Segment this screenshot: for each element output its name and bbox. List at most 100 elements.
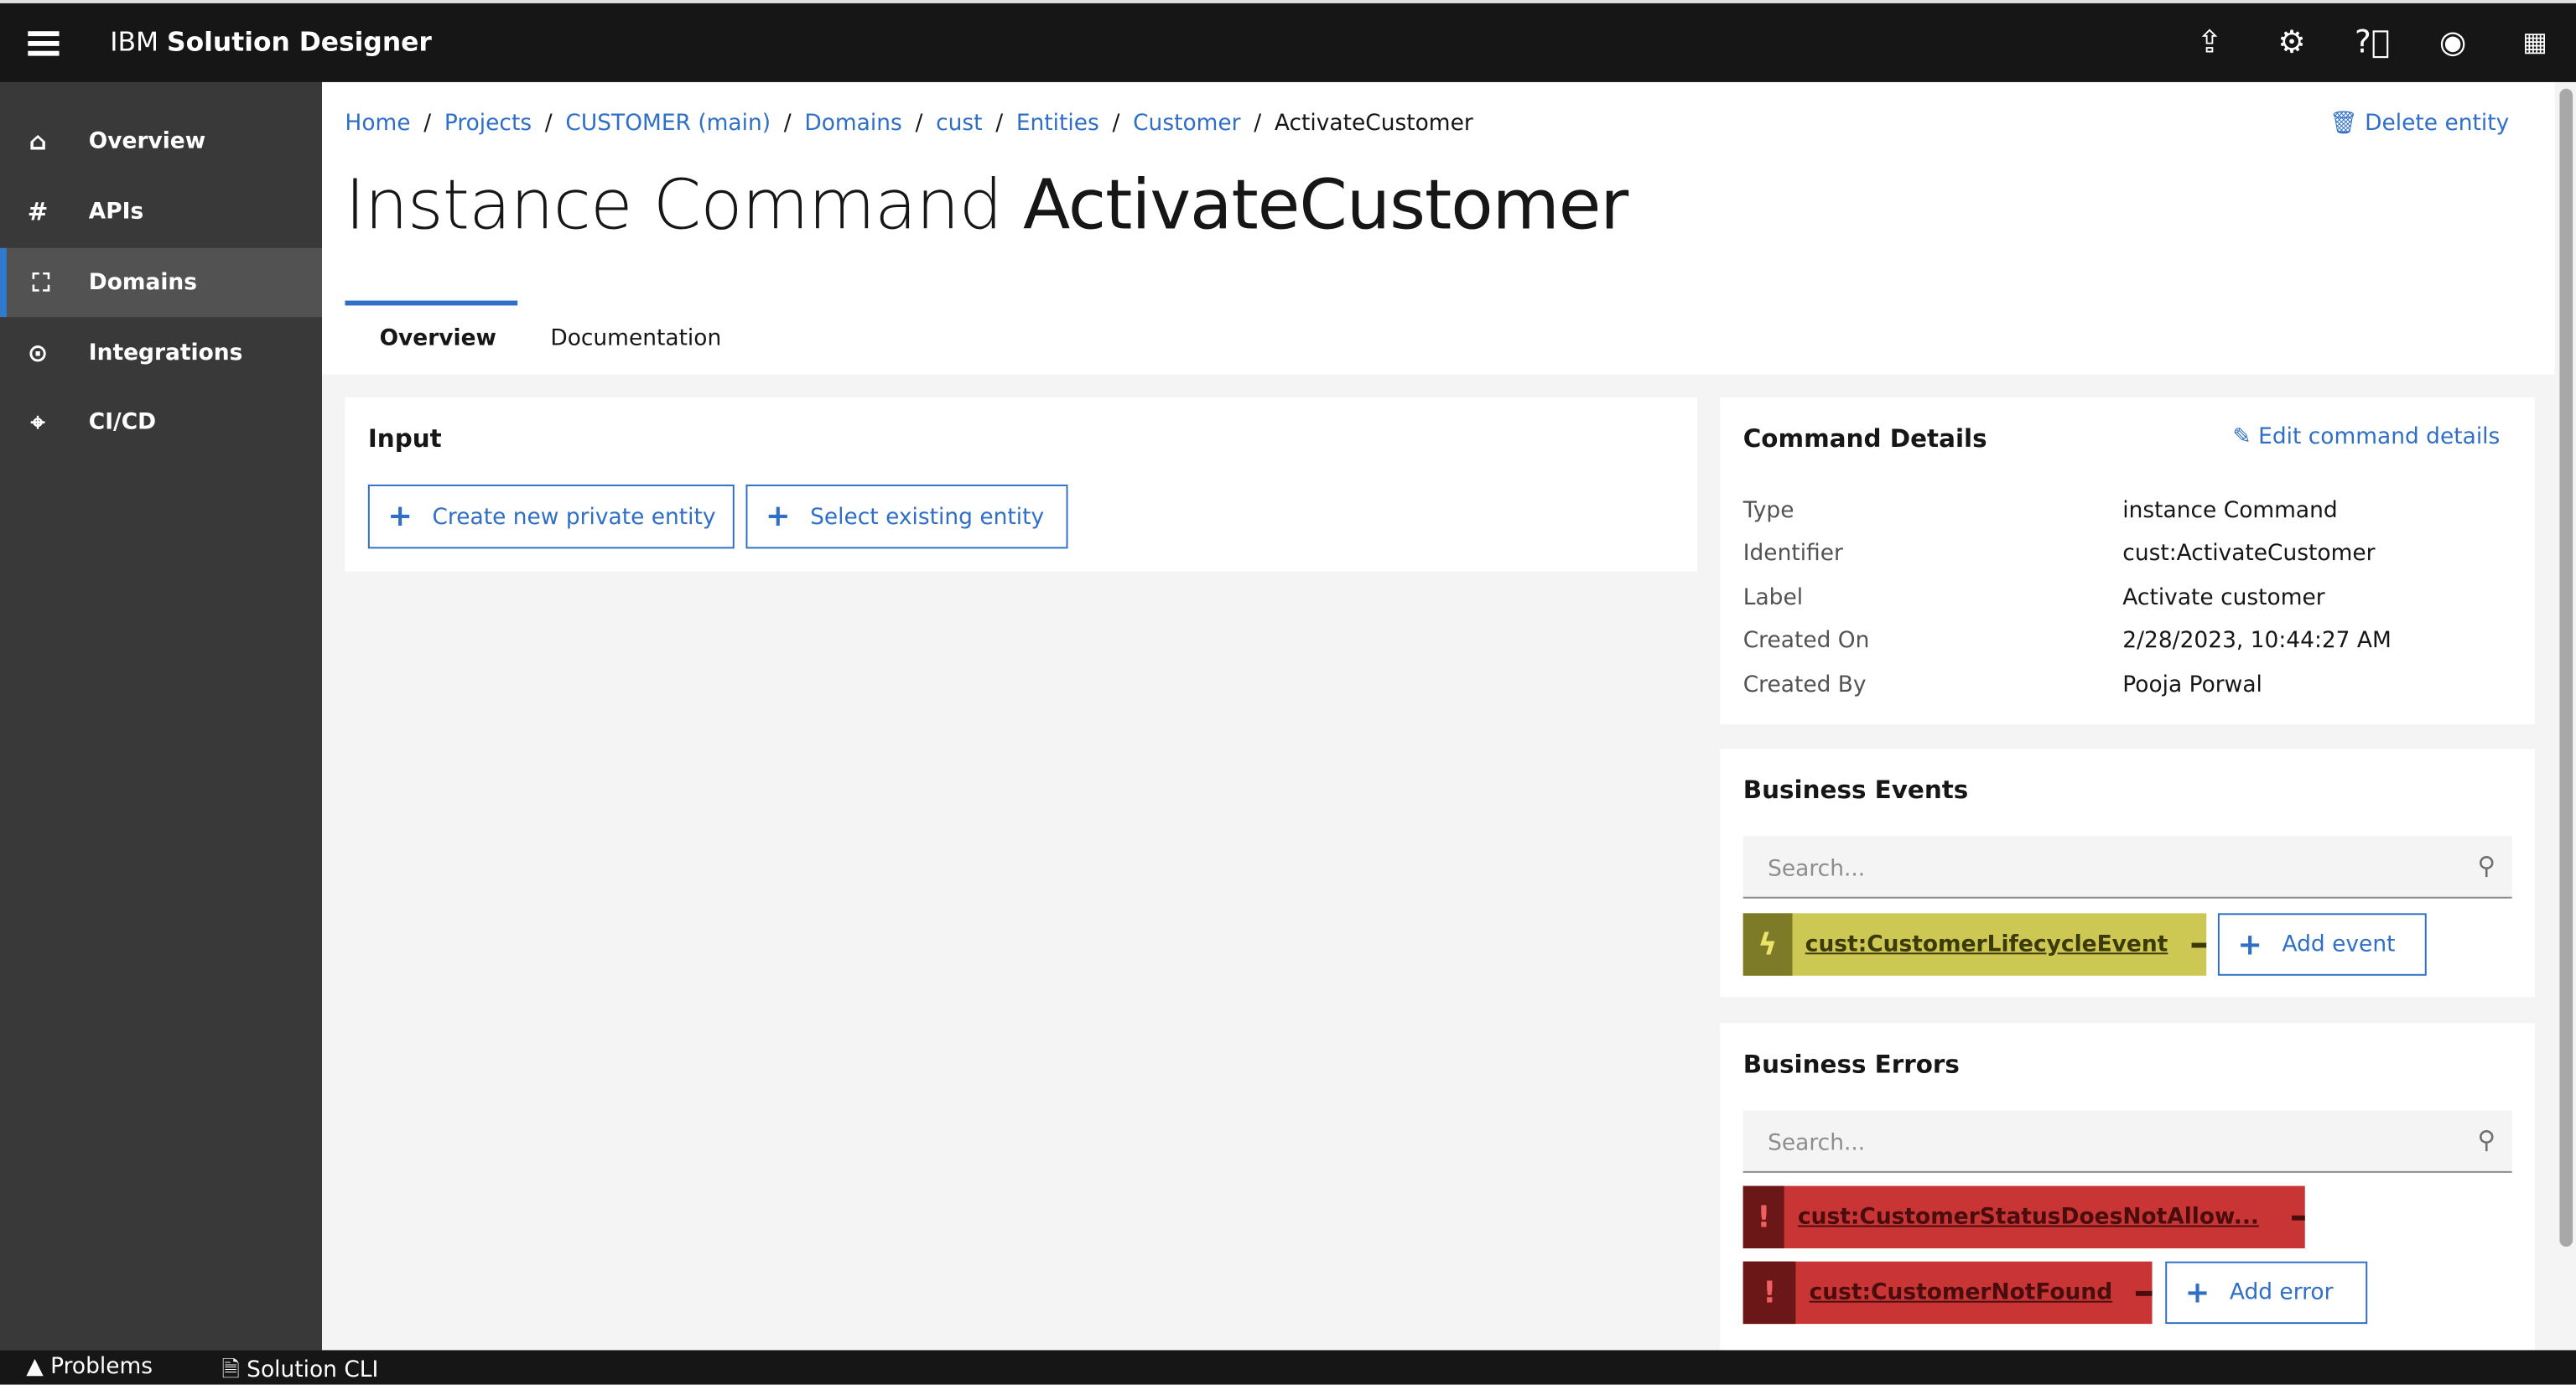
sidebar-item-apis[interactable]: # APIs xyxy=(0,178,322,246)
select-existing-entity-button[interactable]: + Select existing entity xyxy=(745,484,1068,549)
detail-value: cust:ActivateCustomer xyxy=(2122,540,2376,567)
user-icon[interactable]: ◉ xyxy=(2438,24,2467,61)
button-label: Select existing entity xyxy=(810,503,1045,530)
add-event-button[interactable]: + Add event xyxy=(2217,913,2427,976)
exclamation-icon: ! xyxy=(1742,1261,1796,1325)
event-link[interactable]: cust:CustomerLifecycleEvent xyxy=(1805,931,2168,958)
remove-icon[interactable] xyxy=(2190,941,2207,947)
detail-key: Label xyxy=(1742,584,1804,611)
search-placeholder: Search... xyxy=(1768,1129,1866,1157)
solution-cli-button[interactable]: 🗎 Solution CLI xyxy=(221,1353,378,1384)
breadcrumb-link[interactable]: Projects xyxy=(444,110,532,137)
brackets-icon: ⛶ xyxy=(32,267,50,298)
page-header xyxy=(322,81,2555,375)
delete-label: Delete entity xyxy=(2365,110,2510,137)
app-switcher-icon[interactable]: ▦ xyxy=(2522,26,2547,58)
plus-icon: + xyxy=(2184,1275,2210,1310)
breadcrumb-link[interactable]: Customer xyxy=(1133,110,1241,137)
sidebar-item-label: Overview xyxy=(88,127,206,155)
errors-search-input[interactable]: Search... ⚲ xyxy=(1742,1110,2512,1173)
add-error-button[interactable]: + Add error xyxy=(2165,1261,2368,1325)
sidebar: ⌂ Overview # APIs ⛶ Domains ⊙ Integrations ⌖… xyxy=(0,81,323,1351)
button-label: Add error xyxy=(2229,1279,2334,1306)
app-title: IBM Solution Designer xyxy=(110,26,432,57)
plus-icon: + xyxy=(765,499,791,534)
scrollbar-thumb[interactable] xyxy=(2559,88,2573,1248)
crosshair-icon: ⌖ xyxy=(30,407,45,438)
help-icon[interactable]: ?⃝ xyxy=(2355,24,2391,61)
breadcrumb-link[interactable]: Domains xyxy=(804,110,902,137)
breadcrumb: Home / Projects / CUSTOMER (main) / Domains / cu… xyxy=(345,110,1473,137)
target-icon: ⊙ xyxy=(27,338,49,368)
settings-icon[interactable]: ⚙ xyxy=(2277,24,2306,61)
error-tag: ! cust:CustomerNotFound xyxy=(1742,1261,2153,1325)
errors-title: Business Errors xyxy=(1742,1049,1960,1080)
error-link[interactable]: cust:CustomerStatusDoesNotAllow... xyxy=(1797,1204,2259,1231)
event-tag: ϟ cust:CustomerLifecycleEvent xyxy=(1742,913,2207,976)
business-errors-card: Business Errors Search... ⚲ ! cust:Custome… xyxy=(1720,1023,2536,1351)
breadcrumb-link[interactable]: Entities xyxy=(1015,110,1099,137)
plus-icon: + xyxy=(387,499,413,534)
breadcrumb-link[interactable]: cust xyxy=(936,110,983,137)
sidebar-item-cicd[interactable]: ⌖ CI/CD xyxy=(0,387,322,456)
detail-value: Activate customer xyxy=(2122,584,2325,611)
search-icon: ⚲ xyxy=(2477,850,2496,881)
remove-icon[interactable] xyxy=(2135,1289,2153,1295)
delete-entity-button[interactable]: 🗑 Delete entity xyxy=(2329,110,2509,136)
sidebar-item-overview[interactable]: ⌂ Overview xyxy=(0,106,322,175)
detail-value: 2/28/2023, 10:44:27 AM xyxy=(2122,627,2392,654)
exclamation-icon: ! xyxy=(1742,1185,1785,1248)
warning-icon: ▲ xyxy=(26,1353,44,1380)
top-bar: IBM Solution Designer ⇪ ⚙ ?⃝ ◉ ▦ xyxy=(0,0,2576,82)
button-label: Create new private entity xyxy=(432,503,716,530)
events-title: Business Events xyxy=(1742,775,1969,806)
breadcrumb-current: ActivateCustomer xyxy=(1274,110,1473,137)
detail-key: Created On xyxy=(1742,627,1870,654)
menu-icon[interactable] xyxy=(28,31,60,56)
details-title: Command Details xyxy=(1742,423,1987,454)
lightning-icon: ϟ xyxy=(1742,913,1793,976)
input-title: Input xyxy=(367,423,442,454)
home-icon: ⌂ xyxy=(29,126,47,157)
plus-icon: + xyxy=(2237,926,2263,962)
sidebar-item-label: CI/CD xyxy=(88,408,157,436)
detail-value: Pooja Porwal xyxy=(2122,672,2262,698)
sidebar-item-integrations[interactable]: ⊙ Integrations xyxy=(0,319,322,387)
title-prefix: Instance Command xyxy=(345,163,1002,245)
error-tag: ! cust:CustomerStatusDoesNotAllow... xyxy=(1742,1185,2305,1248)
search-placeholder: Search... xyxy=(1768,855,1866,883)
document-icon: 🗎 xyxy=(221,1356,240,1383)
edit-label: Edit command details xyxy=(2258,423,2501,450)
detail-value: instance Command xyxy=(2122,497,2338,524)
events-search-input[interactable]: Search... ⚲ xyxy=(1742,836,2512,899)
remove-icon[interactable] xyxy=(2292,1214,2305,1220)
export-icon[interactable]: ⇪ xyxy=(2196,24,2223,61)
breadcrumb-link[interactable]: CUSTOMER (main) xyxy=(565,110,771,137)
brand-name: Solution Designer xyxy=(167,26,432,58)
detail-key: Type xyxy=(1742,497,1794,524)
breadcrumb-link[interactable]: Home xyxy=(345,110,411,137)
edit-command-details-button[interactable]: ✎ Edit command details xyxy=(2233,423,2501,449)
sidebar-item-domains[interactable]: ⛶ Domains xyxy=(0,247,323,318)
sidebar-item-label: Integrations xyxy=(88,340,243,366)
error-link[interactable]: cust:CustomerNotFound xyxy=(1809,1279,2113,1306)
detail-key: Identifier xyxy=(1742,540,1843,567)
tab-overview[interactable]: Overview xyxy=(379,324,496,352)
edit-icon: ✎ xyxy=(2232,423,2251,450)
page-title: Instance Command ActivateCustomer xyxy=(345,164,1628,245)
button-label: Add event xyxy=(2282,931,2396,958)
sidebar-item-label: Domains xyxy=(88,269,197,296)
command-details-card: Command Details ✎ Edit command details T… xyxy=(1720,397,2536,725)
problems-button[interactable]: ▲ Problems xyxy=(26,1353,153,1379)
problems-label: Problems xyxy=(50,1353,153,1380)
status-bar: ▲ Problems 🗎 Solution CLI xyxy=(0,1350,2576,1385)
sidebar-item-label: APIs xyxy=(88,199,144,226)
title-name: ActivateCustomer xyxy=(1023,163,1628,245)
active-tab-indicator xyxy=(345,300,518,306)
cli-label: Solution CLI xyxy=(247,1356,379,1383)
brand-prefix: IBM xyxy=(110,26,159,58)
detail-key: Created By xyxy=(1742,672,1867,698)
tab-documentation[interactable]: Documentation xyxy=(550,324,722,352)
create-private-entity-button[interactable]: + Create new private entity xyxy=(367,484,735,549)
input-card: Input + Create new private entity + Select… xyxy=(345,397,1697,572)
